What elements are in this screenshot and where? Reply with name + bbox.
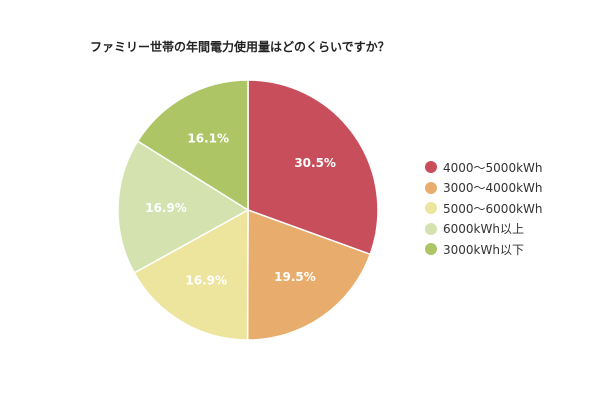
- pie-slice-5: [136, 79, 249, 212]
- pie-slice-1: [247, 79, 379, 256]
- legend-swatch: [425, 202, 437, 215]
- legend-item-3: 5000〜6000kWh: [425, 198, 543, 219]
- pie-slice-3: [133, 208, 249, 341]
- legend-item-4: 6000kWh以上: [425, 219, 543, 240]
- slice-value-label-4: 16.9%: [145, 201, 187, 215]
- legend-label: 4000〜5000kWh: [443, 160, 543, 175]
- legend-swatch: [425, 222, 437, 235]
- chart-legend: 4000〜5000kWh 3000〜4000kWh 5000〜6000kWh 6000…: [425, 157, 543, 260]
- chart-title: ファミリー世帯の年間電力使用量はどのくらいですか？: [90, 40, 390, 54]
- legend-item-5: 3000kWh以下: [425, 239, 543, 260]
- legend-label: 3000〜4000kWh: [443, 181, 543, 196]
- legend-label: 6000kWh以上: [443, 222, 524, 237]
- legend-label: 5000〜6000kWh: [443, 201, 543, 216]
- legend-swatch: [425, 161, 437, 174]
- slice-value-label-2: 19.5%: [274, 270, 316, 284]
- legend-swatch: [425, 181, 437, 194]
- slice-value-label-3: 16.9%: [185, 274, 227, 288]
- slice-value-label-5: 16.1%: [187, 131, 229, 145]
- slice-value-label-1: 30.5%: [294, 156, 336, 170]
- pie-slice-4: [117, 140, 250, 274]
- pie-slice-2: [246, 208, 372, 341]
- legend-swatch: [425, 243, 437, 256]
- legend-item-2: 3000〜4000kWh: [425, 178, 543, 199]
- legend-item-1: 4000〜5000kWh: [425, 157, 543, 178]
- legend-label: 3000kWh以下: [443, 242, 524, 257]
